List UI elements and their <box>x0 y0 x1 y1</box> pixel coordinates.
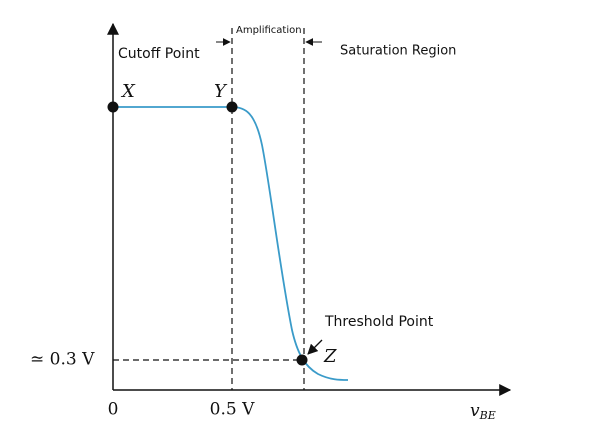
x-axis-label-sub: BE <box>479 409 496 422</box>
point-x-label: X <box>120 81 136 102</box>
y-tick-label: ≃ 0.3 V <box>30 350 95 370</box>
point-x <box>107 101 119 113</box>
x-axis-label-main: v <box>470 401 480 421</box>
x-tick-label: 0.5 V <box>210 400 255 420</box>
point-z <box>296 354 308 366</box>
point-y-label: Y <box>214 81 228 102</box>
x-origin-label: 0 <box>108 400 119 420</box>
point-y <box>226 101 238 113</box>
amplification-label: Amplification <box>236 25 302 36</box>
saturation-label: Saturation Region <box>340 44 456 59</box>
transfer-curve <box>113 106 349 381</box>
point-z-label: Z <box>323 346 337 367</box>
x-axis-label: vBE <box>470 401 496 423</box>
threshold-arrow <box>307 339 323 355</box>
threshold-label: Threshold Point <box>324 314 434 330</box>
cutoff-label: Cutoff Point <box>118 46 200 62</box>
